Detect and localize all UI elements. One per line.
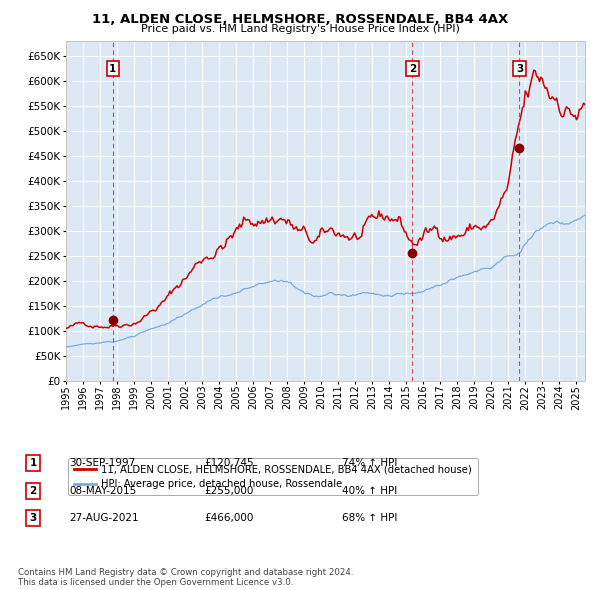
Text: 40% ↑ HPI: 40% ↑ HPI bbox=[342, 486, 397, 496]
Text: 2: 2 bbox=[29, 486, 37, 496]
Text: 68% ↑ HPI: 68% ↑ HPI bbox=[342, 513, 397, 523]
Text: 11, ALDEN CLOSE, HELMSHORE, ROSSENDALE, BB4 4AX: 11, ALDEN CLOSE, HELMSHORE, ROSSENDALE, … bbox=[92, 13, 508, 26]
Text: £120,745: £120,745 bbox=[204, 458, 254, 468]
Text: 74% ↑ HPI: 74% ↑ HPI bbox=[342, 458, 397, 468]
Text: 30-SEP-1997: 30-SEP-1997 bbox=[69, 458, 135, 468]
Text: 27-AUG-2021: 27-AUG-2021 bbox=[69, 513, 139, 523]
Text: £255,000: £255,000 bbox=[204, 486, 253, 496]
Text: 1: 1 bbox=[109, 64, 116, 74]
Text: £466,000: £466,000 bbox=[204, 513, 253, 523]
Text: Price paid vs. HM Land Registry's House Price Index (HPI): Price paid vs. HM Land Registry's House … bbox=[140, 24, 460, 34]
Text: 08-MAY-2015: 08-MAY-2015 bbox=[69, 486, 136, 496]
Text: 3: 3 bbox=[29, 513, 37, 523]
Text: 3: 3 bbox=[516, 64, 523, 74]
Legend: 11, ALDEN CLOSE, HELMSHORE, ROSSENDALE, BB4 4AX (detached house), HPI: Average p: 11, ALDEN CLOSE, HELMSHORE, ROSSENDALE, … bbox=[68, 458, 478, 496]
Text: 2: 2 bbox=[409, 64, 416, 74]
Text: 1: 1 bbox=[29, 458, 37, 468]
Text: Contains HM Land Registry data © Crown copyright and database right 2024.
This d: Contains HM Land Registry data © Crown c… bbox=[18, 568, 353, 587]
